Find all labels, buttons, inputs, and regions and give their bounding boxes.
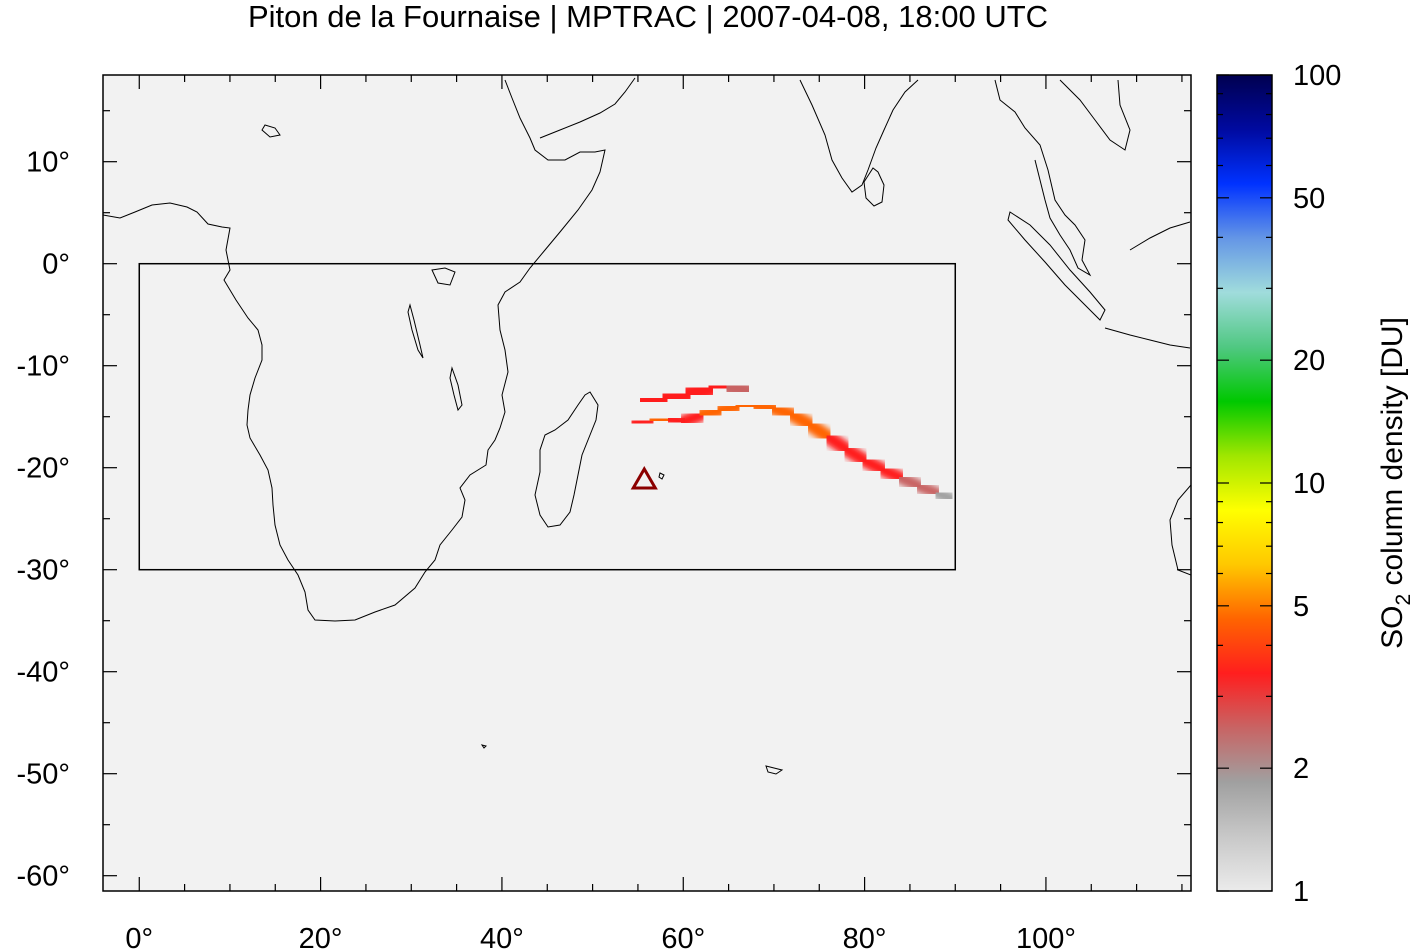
- colorbar-title-so: SO: [1376, 606, 1409, 649]
- plume-segment: [719, 376, 756, 401]
- lake-tanganyika-coastline: [407, 303, 424, 359]
- y-tick-label: -40°: [16, 657, 70, 689]
- x-tick-label: 0°: [125, 923, 153, 950]
- colorbar-tick-label: 10: [1293, 468, 1325, 500]
- axis-ticks: [103, 75, 1191, 891]
- colorbar-tick-label: 20: [1293, 345, 1325, 377]
- y-axis-labels: 10° 0° -10° -20° -30° -40° -50° -60°: [16, 147, 70, 893]
- triangle-icon: [630, 465, 658, 490]
- lake-malawi-coastline: [449, 366, 463, 412]
- x-tick-label: 100°: [1016, 923, 1076, 950]
- y-tick-label: -10°: [16, 351, 70, 383]
- colorbar-title-rest: column density [DU]: [1376, 317, 1409, 594]
- madagascar-coastline: [534, 391, 599, 528]
- coastlines: [103, 77, 1191, 775]
- colorbar-ticks: [1217, 74, 1272, 892]
- borneo-coastline: [1129, 221, 1191, 251]
- australia-coastline: [1169, 484, 1191, 576]
- colorbar-tick-label: 2: [1293, 753, 1309, 785]
- india-coastline: [799, 79, 919, 193]
- sumatra-coastline: [1007, 211, 1106, 321]
- x-tick-label: 60°: [661, 923, 705, 950]
- arabia-coastline: [539, 77, 636, 139]
- y-tick-label: 0°: [42, 249, 70, 281]
- y-tick-label: 10°: [26, 147, 70, 179]
- africa-coastline: [103, 79, 606, 622]
- kerguelen-coastline: [765, 765, 784, 775]
- colorbar-title: SO2 column density [DU]: [1376, 317, 1411, 649]
- srilanka-coastline: [863, 167, 885, 207]
- sea-coastline: [994, 79, 1092, 277]
- x-tick-label: 40°: [480, 923, 524, 950]
- so2-plume: [627, 376, 957, 505]
- java-coastline: [1104, 327, 1191, 349]
- x-axis-labels: 0° 20° 40° 60° 80° 100°: [125, 923, 1076, 950]
- y-tick-label: -50°: [16, 759, 70, 791]
- volcano-triangle: [630, 465, 658, 490]
- plume-segment: [931, 487, 957, 505]
- mauritius-coastline: [658, 472, 665, 480]
- y-tick-label: -60°: [16, 861, 70, 893]
- map-area: [103, 75, 1191, 891]
- crozet-coastline: [480, 744, 487, 749]
- colorbar-tick-label: 100: [1293, 60, 1341, 92]
- x-tick-label: 20°: [299, 923, 343, 950]
- x-tick-label: 80°: [843, 923, 887, 950]
- colorbar-tick-label: 5: [1293, 591, 1309, 623]
- colorbar-tick-label: 1: [1293, 876, 1309, 908]
- colorbar-tick-label: 50: [1293, 183, 1325, 215]
- colorbar-labels: 100 50 20 10 5 2 1: [1293, 60, 1341, 908]
- y-tick-label: -20°: [16, 453, 70, 485]
- colorbar-title-sub: 2: [1392, 594, 1411, 606]
- lake-victoria-coastline: [431, 267, 456, 286]
- map-frame: [102, 74, 1192, 892]
- y-tick-label: -30°: [16, 555, 70, 587]
- map-title: Piton de la Fournaise | MPTRAC | 2007-04…: [248, 0, 1048, 34]
- socotra-coastline: [261, 124, 281, 138]
- indochina-coastline: [1059, 79, 1131, 151]
- domain-box: [138, 262, 957, 571]
